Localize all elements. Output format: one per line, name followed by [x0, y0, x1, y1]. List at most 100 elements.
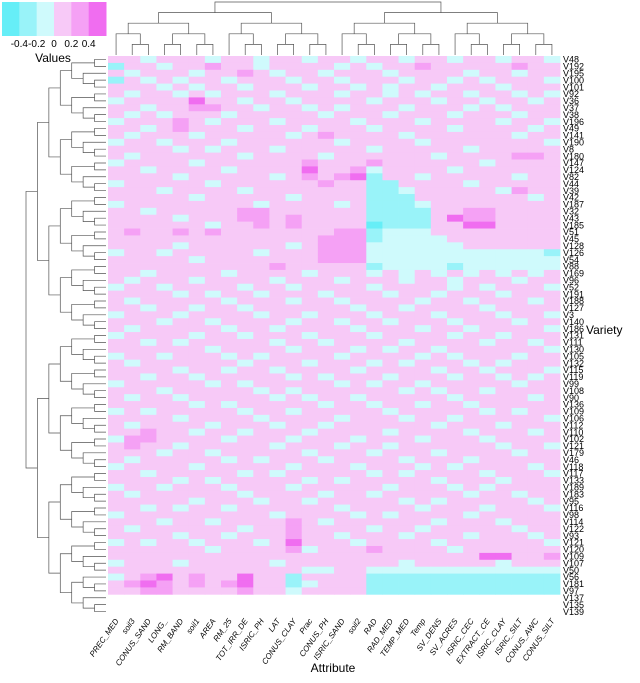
heatmap-cell [463, 366, 480, 374]
heatmap-cell [334, 263, 351, 271]
heatmap-cell [382, 152, 399, 160]
heatmap-cell [269, 180, 286, 188]
heatmap-cell [317, 276, 335, 285]
heatmap-cell [398, 297, 416, 305]
heatmap-cell [301, 401, 319, 409]
heatmap-cell [495, 83, 512, 91]
heatmap-cell [317, 311, 335, 319]
heatmap-cell [430, 304, 448, 312]
heatmap-cell [334, 283, 351, 292]
heatmap-cell [414, 256, 432, 264]
heatmap-cell [447, 352, 464, 361]
heatmap-cell [253, 187, 270, 195]
heatmap-cell [479, 545, 496, 554]
heatmap-cell [527, 263, 545, 271]
heatmap-cell [253, 545, 270, 554]
heatmap-cell [350, 539, 367, 547]
heatmap-cell [253, 166, 270, 174]
heatmap-cell [334, 187, 351, 195]
heatmap-cell [543, 269, 561, 278]
heatmap-cell [511, 332, 529, 340]
row-label: V120 [563, 545, 584, 555]
heatmap-cell [124, 125, 141, 133]
heatmap-cell [221, 539, 238, 547]
heatmap-cell [511, 200, 529, 209]
heatmap-cell [317, 180, 335, 188]
heatmap-cell [398, 269, 416, 278]
dendrogram-branch [309, 44, 327, 55]
heatmap-cell [188, 470, 206, 478]
heatmap-cell [430, 256, 448, 264]
heatmap-cell [479, 104, 496, 112]
row-label: V189 [563, 483, 584, 493]
heatmap-cell [269, 359, 286, 367]
heatmap-cell [108, 194, 125, 202]
heatmap-cell [398, 104, 416, 112]
heatmap-cell [334, 125, 351, 133]
heatmap-cell [366, 525, 383, 533]
heatmap-cell [204, 297, 222, 305]
heatmap-cell [269, 587, 286, 595]
heatmap-cell [495, 311, 512, 319]
heatmap-cell [108, 470, 125, 478]
row-label: V90 [563, 393, 579, 403]
row-label: V114 [563, 517, 583, 527]
dendrogram-branch [285, 33, 319, 45]
heatmap-cell [124, 414, 141, 423]
heatmap-cell [527, 373, 545, 381]
heatmap-cell [511, 511, 529, 519]
heatmap-cell [188, 463, 206, 471]
legend-swatch [88, 2, 107, 36]
heatmap-cell [543, 90, 561, 98]
heatmap-cell [511, 242, 529, 250]
heatmap-cell [414, 511, 432, 519]
heatmap-cell [398, 552, 416, 561]
dendrogram-branch [94, 562, 106, 571]
heatmap-cell [108, 518, 125, 526]
heatmap-cell [237, 470, 254, 478]
heatmap-cell [430, 435, 448, 443]
heatmap-cell [511, 118, 529, 126]
heatmap-cell [350, 532, 367, 540]
heatmap-cell [188, 407, 206, 416]
heatmap-cell [204, 311, 222, 319]
heatmap-cell [479, 566, 496, 574]
heatmap-cell [414, 428, 432, 436]
heatmap-cell [188, 173, 206, 181]
heatmap-cell [204, 332, 222, 340]
heatmap-cell [398, 256, 416, 264]
heatmap-cell [140, 138, 157, 147]
heatmap-cell [479, 276, 496, 285]
heatmap-cell [204, 76, 222, 84]
heatmap-cell [237, 97, 254, 105]
heatmap-cell [430, 525, 448, 533]
heatmap-cell [479, 373, 496, 381]
heatmap-cell [204, 118, 222, 126]
heatmap-cell [204, 463, 222, 471]
heatmap-cell [447, 256, 464, 264]
heatmap-cell [140, 83, 157, 91]
heatmap-cell [463, 470, 480, 478]
row-labels: V48V192V195V100V101V92V36V37V38V196V49V1… [563, 55, 584, 617]
heatmap-cell [382, 490, 399, 499]
heatmap-cell [285, 318, 303, 326]
heatmap-cell [447, 249, 464, 257]
heatmap-cell [301, 338, 319, 347]
heatmap-cell [172, 504, 190, 512]
heatmap-cell [253, 532, 270, 540]
heatmap-cell [414, 497, 432, 505]
heatmap-cell [285, 111, 303, 119]
heatmap-cell [430, 338, 448, 347]
heatmap-cell [398, 338, 416, 347]
heatmap-cell [221, 242, 238, 250]
heatmap-cell [140, 297, 157, 305]
heatmap-cell [221, 145, 238, 154]
heatmap-cell [285, 166, 303, 174]
heatmap-cell [463, 394, 480, 402]
heatmap-cell [140, 207, 157, 216]
heatmap-cell [221, 380, 238, 388]
heatmap-cell [334, 269, 351, 278]
heatmap-cell [350, 387, 367, 395]
heatmap-cell [527, 545, 545, 554]
heatmap-cell [301, 256, 319, 264]
